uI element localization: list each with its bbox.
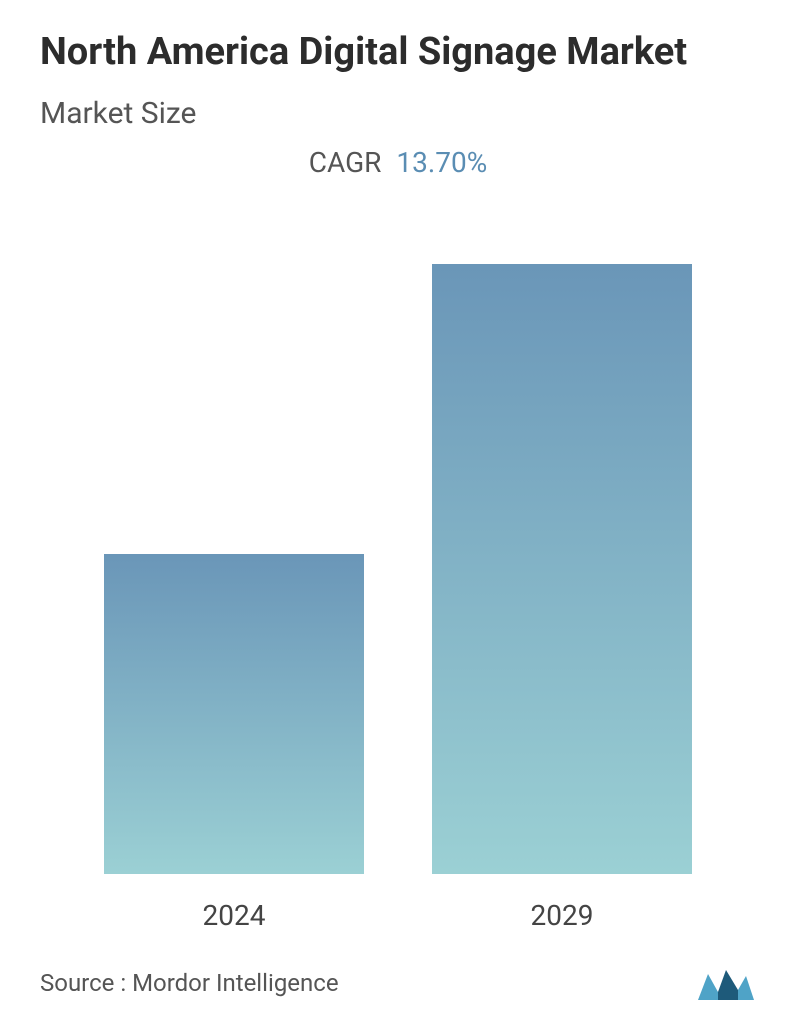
cagr-label: CAGR xyxy=(309,146,382,179)
footer: Source : Mordor Intelligence xyxy=(40,932,756,1004)
bar-1 xyxy=(432,264,692,874)
bar-label-0: 2024 xyxy=(203,899,266,932)
bar-0 xyxy=(104,554,364,874)
bar-label-1: 2029 xyxy=(531,899,594,932)
bar-group-0: 2024 xyxy=(104,554,364,932)
cagr-value: 13.70% xyxy=(396,146,487,179)
chart-container: North America Digital Signage Market Mar… xyxy=(0,0,796,1034)
brand-logo-icon xyxy=(696,962,756,1004)
chart-subtitle: Market Size xyxy=(40,96,756,131)
source-text: Source : Mordor Intelligence xyxy=(40,969,339,997)
chart-title: North America Digital Signage Market xyxy=(40,30,756,76)
cagr-row: CAGR 13.70% xyxy=(40,146,756,179)
bar-group-1: 2029 xyxy=(432,264,692,932)
chart-area: 2024 2029 xyxy=(40,209,756,932)
